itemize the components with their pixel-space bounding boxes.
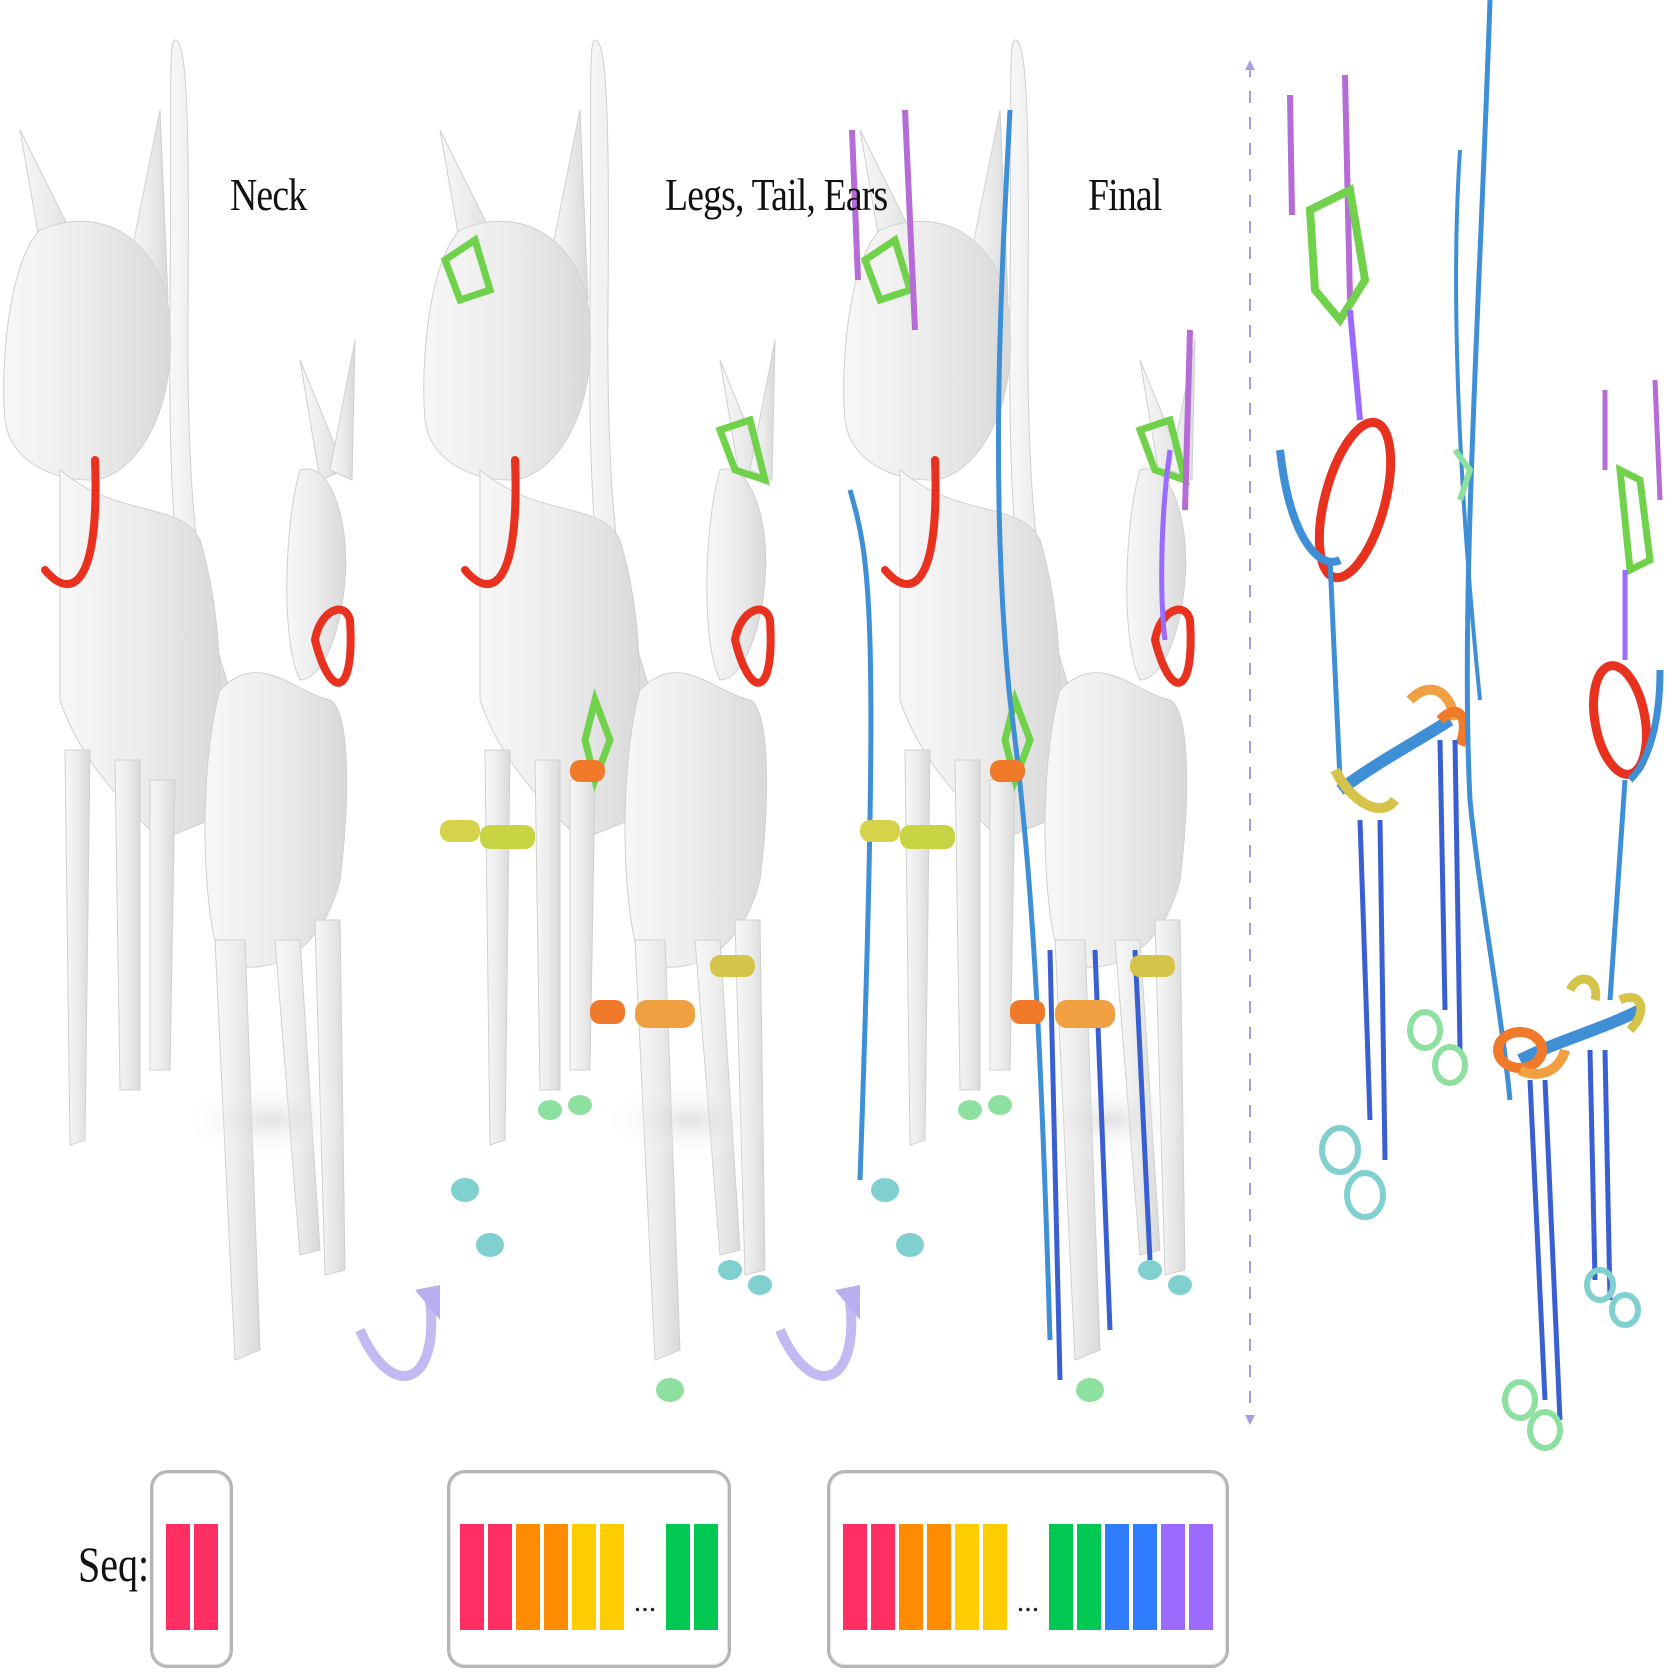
sequence-token-1-1	[487, 1524, 512, 1630]
foot-ring-1	[451, 1178, 479, 1202]
sequence-token-2-4	[954, 1524, 979, 1630]
sequence-token-2-a1	[1077, 1524, 1102, 1630]
sequence-blocks	[153, 1517, 230, 1637]
ear-tip-back	[1182, 329, 1193, 511]
sequence-blocks: ...	[450, 1517, 728, 1637]
sequence-label: Seq:	[78, 1536, 150, 1592]
sequence-token-2-2	[898, 1524, 923, 1630]
ear-tip-left	[849, 129, 861, 281]
sequence-token-1-5	[599, 1524, 624, 1630]
sequence-token-2-a0	[1049, 1524, 1074, 1630]
ear-ring-front	[440, 234, 495, 305]
foot-ring-7	[748, 1275, 772, 1295]
sequence-blocks: ...	[830, 1517, 1226, 1637]
ear-ring-back	[715, 415, 770, 486]
neck-ring-front	[41, 456, 100, 588]
leg-ring-2	[480, 825, 535, 849]
leg-ring-4	[635, 1000, 695, 1028]
sequence-token-2-a4	[1161, 1524, 1186, 1630]
sequence-token-2-a3	[1133, 1524, 1158, 1630]
sequence-token-2-3	[926, 1524, 951, 1630]
foot-ring-6	[718, 1260, 742, 1280]
sequence-box-neck	[150, 1470, 233, 1668]
sequence-token-2-1	[870, 1524, 895, 1630]
spine-head-back	[1159, 449, 1173, 641]
sequence-ellipsis: ...	[1016, 1585, 1040, 1618]
sequence-token-1-a1	[694, 1524, 719, 1630]
foot-ring-5	[656, 1378, 684, 1402]
spine-leg-c	[1132, 949, 1153, 1261]
sequence-box-final: ...	[827, 1470, 1229, 1668]
sequence-token-1-2	[515, 1524, 540, 1630]
sequence-token-0-0	[165, 1524, 190, 1630]
spine-leg-a	[1047, 949, 1063, 1381]
sequence-token-2-a5	[1189, 1524, 1214, 1630]
stage-neck-mesh	[3, 39, 361, 1361]
foot-ring-4	[568, 1095, 592, 1115]
sequence-token-0-1	[193, 1524, 218, 1630]
foot-ring-2	[476, 1233, 504, 1257]
neck-ring-back	[310, 605, 355, 687]
leg-ring-6	[710, 955, 755, 977]
sequence-token-2-a2	[1105, 1524, 1130, 1630]
stage-label-final: Final	[1088, 169, 1162, 220]
leg-ring-1	[440, 820, 480, 842]
arrow-1	[355, 1285, 440, 1381]
sequence-token-1-a0	[666, 1524, 691, 1630]
sequence-ellipsis: ...	[633, 1585, 657, 1618]
skeleton-front	[1276, 0, 1513, 1220]
leg-ring-5	[590, 1000, 625, 1024]
stage-label-legs-tail-ears: Legs, Tail, Ears	[665, 169, 888, 220]
arrow-2	[775, 1285, 860, 1381]
stage-label-neck: Neck	[230, 169, 307, 220]
sequence-token-1-3	[543, 1524, 568, 1630]
sequence-token-1-0	[459, 1524, 484, 1630]
sequence-box-legs: ...	[447, 1470, 731, 1668]
skeleton-back	[1493, 379, 1664, 1451]
leg-ring-3	[570, 760, 605, 782]
sequence-token-2-5	[982, 1524, 1007, 1630]
stage-legs-mesh	[423, 39, 781, 1402]
stage-final-mesh	[843, 39, 1201, 1402]
foot-ring-3	[538, 1100, 562, 1120]
sequence-token-1-4	[571, 1524, 596, 1630]
spine-line	[995, 109, 1053, 1341]
ear-tip-right	[902, 109, 918, 331]
sequence-token-2-0	[842, 1524, 867, 1630]
spine-front	[847, 489, 874, 1181]
